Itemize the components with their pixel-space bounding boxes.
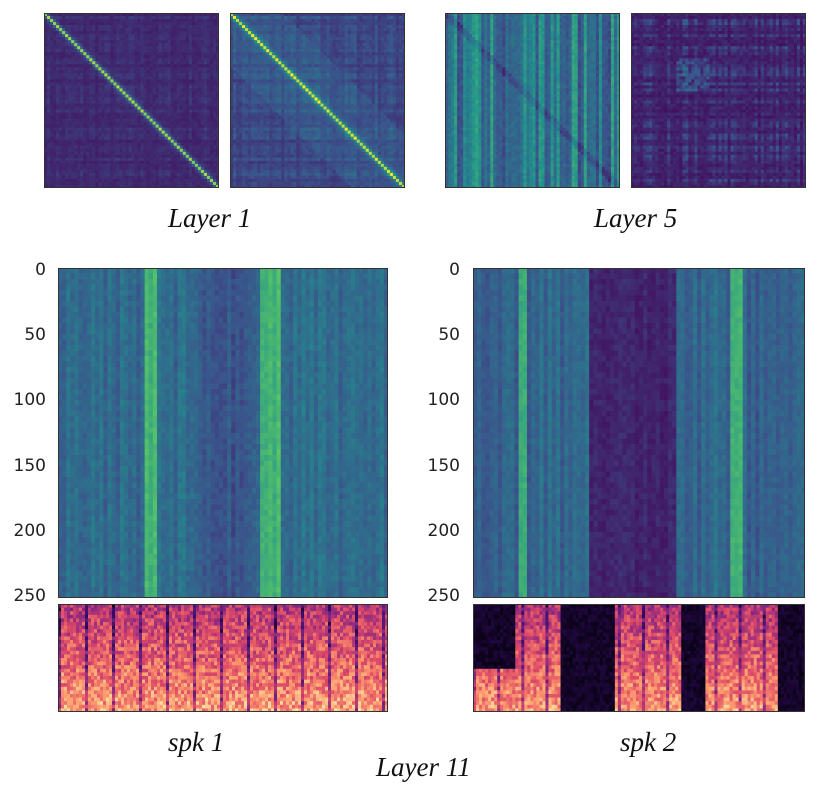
y-tick-label: 200 [6,522,46,540]
y-tick-label: 150 [420,457,460,475]
y-tick-label: 100 [420,392,460,409]
layer5-attention-map-b [631,13,806,188]
y-tick-label: 100 [6,392,46,409]
layer11-spk1-attention-map [58,268,388,598]
caption-layer5: Layer 5 [594,203,677,234]
layer5-attention-map-a [445,13,620,188]
caption-spk2: spk 2 [620,727,676,758]
layer1-attention-map-a [44,13,219,188]
spk1-spectrogram [58,604,388,712]
y-tick-label: 0 [420,262,460,279]
y-tick-label: 50 [6,327,46,344]
caption-layer11: Layer 11 [376,752,471,783]
layer11-spk2-attention-map [473,268,805,598]
spk2-spectrogram [473,604,805,712]
y-tick-label: 50 [420,327,460,344]
y-tick-label: 0 [6,262,46,279]
y-tick-label: 250 [420,588,460,605]
y-tick-label: 200 [420,522,460,540]
y-tick-label: 250 [6,588,46,605]
caption-layer1: Layer 1 [168,203,251,234]
caption-spk1: spk 1 [168,727,224,758]
layer1-attention-map-b [230,13,405,188]
y-tick-label: 150 [6,457,46,475]
